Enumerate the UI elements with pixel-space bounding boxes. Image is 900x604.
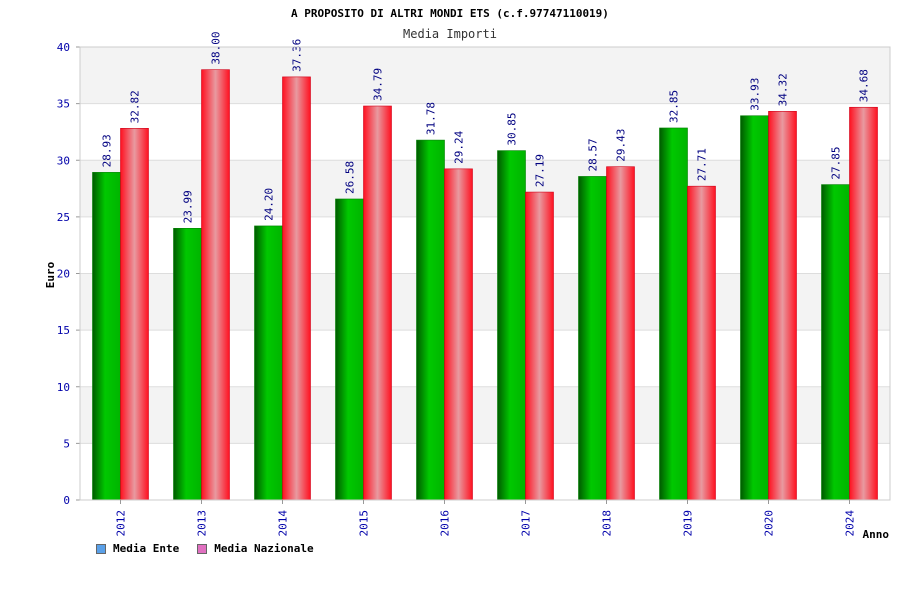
x-tick-label: 2013 — [196, 510, 209, 537]
legend-swatch-media-ente — [96, 543, 106, 554]
data-label: 37.36 — [291, 39, 304, 72]
data-label: 27.19 — [534, 154, 547, 187]
data-label: 26.58 — [344, 161, 357, 194]
axes: 0 5 10 15 20 25 30 35 40 2012 2013 2014 2015 2016 2017… — [57, 41, 891, 537]
legend-item-media-ente: Media Ente — [96, 542, 179, 555]
data-label: 29.24 — [453, 130, 466, 163]
data-label: 28.57 — [587, 138, 600, 171]
legend-item-media-nazionale: Media Nazionale — [197, 542, 314, 555]
bar-media-nazionale — [363, 105, 392, 501]
y-tick-label: 40 — [57, 41, 70, 54]
bar-media-ente — [335, 198, 364, 501]
legend-label-media-ente: Media Ente — [113, 542, 180, 555]
x-tick-label: 2020 — [763, 510, 776, 537]
chart-subtitle: Media Importi — [403, 27, 497, 41]
y-tick-label: 35 — [57, 98, 70, 111]
chart-title: A PROPOSITO DI ALTRI MONDI ETS (c.f.9774… — [291, 7, 609, 20]
bar-media-nazionale — [525, 191, 554, 501]
y-tick-label: 15 — [57, 324, 70, 337]
x-tick-label: 2015 — [358, 510, 371, 537]
y-tick-label: 30 — [57, 154, 70, 167]
data-label: 34.68 — [858, 69, 871, 102]
data-label: 30.85 — [506, 112, 519, 145]
bar-media-nazionale — [444, 168, 473, 501]
bars — [92, 69, 878, 501]
data-label: 33.93 — [749, 78, 762, 111]
legend-label-media-nazionale: Media Nazionale — [214, 542, 314, 555]
y-tick-label: 10 — [57, 381, 70, 394]
y-tick-label: 5 — [63, 437, 70, 450]
x-tick-label: 2014 — [277, 510, 290, 537]
data-label: 29.43 — [615, 129, 628, 162]
legend: Media Ente Media Nazionale — [96, 542, 314, 555]
bar-media-ente — [497, 150, 526, 501]
data-label: 27.85 — [830, 146, 843, 179]
x-axis-label: Anno — [863, 528, 890, 541]
bar-media-nazionale — [120, 128, 149, 501]
y-tick-label: 20 — [57, 268, 70, 281]
bar-media-ente — [173, 228, 202, 501]
x-tick-label: 2019 — [682, 510, 695, 537]
bar-media-ente — [659, 127, 688, 501]
data-label: 32.82 — [129, 90, 142, 123]
data-label: 34.79 — [372, 68, 385, 101]
x-tick-label: 2024 — [844, 510, 857, 537]
bar-media-nazionale — [606, 166, 635, 501]
bar-media-ente — [740, 115, 769, 501]
bar-media-ente — [92, 172, 121, 501]
data-label: 32.85 — [668, 90, 681, 123]
x-tick-label: 2017 — [520, 510, 533, 537]
x-tick-label: 2012 — [115, 510, 128, 537]
data-label: 23.99 — [182, 190, 195, 223]
bar-media-nazionale — [849, 106, 878, 501]
data-label: 38.00 — [210, 32, 223, 65]
bar-media-nazionale — [282, 76, 311, 501]
y-axis-label: Euro — [44, 261, 57, 288]
bar-media-nazionale — [201, 69, 230, 501]
bar-media-ente — [578, 176, 607, 501]
x-tick-label: 2016 — [439, 510, 452, 537]
y-tick-label: 25 — [57, 211, 70, 224]
data-label: 27.71 — [696, 148, 709, 181]
data-label: 31.78 — [425, 102, 438, 135]
bar-media-ente — [821, 184, 850, 501]
bar-media-ente — [254, 225, 283, 501]
bar-media-ente — [416, 139, 445, 501]
bar-media-nazionale — [687, 185, 716, 501]
data-label: 34.32 — [777, 73, 790, 106]
data-label: 28.93 — [101, 134, 114, 167]
legend-swatch-media-nazionale — [197, 543, 208, 554]
plot-border — [79, 46, 891, 501]
data-label: 24.20 — [263, 188, 276, 221]
x-tick-label: 2018 — [601, 510, 614, 537]
bar-media-nazionale — [768, 111, 797, 501]
y-tick-label: 0 — [63, 494, 70, 507]
